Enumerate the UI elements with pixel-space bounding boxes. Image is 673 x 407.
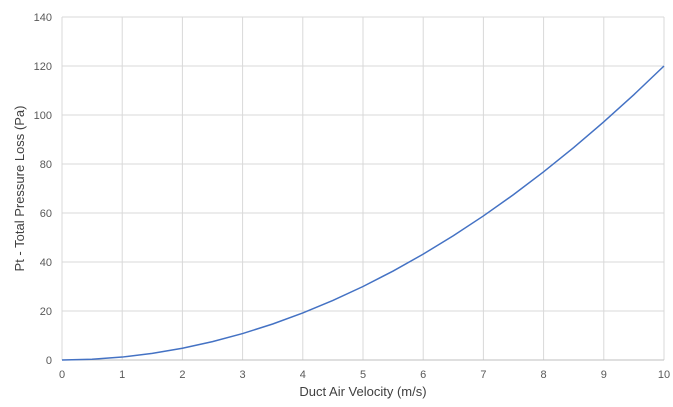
x-tick-label: 5 — [360, 369, 366, 381]
x-tick-label: 7 — [480, 369, 486, 381]
y-tick-label: 60 — [40, 208, 52, 220]
y-tick-label: 120 — [34, 61, 52, 73]
tick-labels: 0 20 40 60 80 100 120 140 0 1 2 3 4 5 6 7 8 9 10 — [34, 12, 670, 381]
x-tick-label: 9 — [601, 369, 607, 381]
x-tick-label: 4 — [300, 369, 306, 381]
x-axis-title: Duct Air Velocity (m/s) — [299, 384, 426, 399]
y-tick-label: 140 — [34, 12, 52, 24]
x-tick-label: 10 — [658, 369, 670, 381]
series-line — [61, 65, 665, 361]
x-tick-label: 3 — [240, 369, 246, 381]
y-tick-label: 100 — [34, 110, 52, 122]
x-tick-label: 1 — [119, 369, 125, 381]
y-tick-label: 20 — [40, 306, 52, 318]
x-tick-label: 6 — [420, 369, 426, 381]
y-axis-title: Pt - Total Pressure Loss (Pa) — [12, 106, 27, 272]
x-tick-label: 8 — [541, 369, 547, 381]
y-tick-label: 0 — [46, 355, 52, 367]
grid-lines — [61, 16, 665, 360]
y-tick-label: 40 — [40, 257, 52, 269]
y-tick-label: 80 — [40, 159, 52, 171]
series — [61, 65, 665, 361]
x-tick-label: 2 — [179, 369, 185, 381]
x-tick-label: 0 — [59, 369, 65, 381]
